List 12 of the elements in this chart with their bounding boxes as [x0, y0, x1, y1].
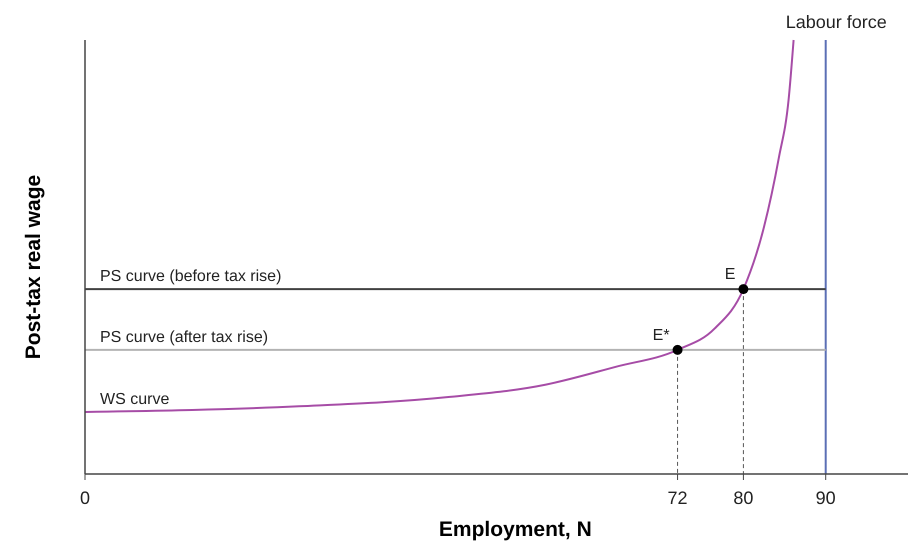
- y-axis-title: Post-tax real wage: [22, 174, 45, 360]
- series-label: PS curve (before tax rise): [100, 268, 282, 286]
- x-tick-label: 72: [668, 488, 688, 508]
- x-tick-label: 80: [733, 488, 754, 508]
- series-label: WS curve: [100, 390, 170, 408]
- x-tick-label: 90: [816, 488, 836, 508]
- x-axis-title: Employment, N: [438, 518, 592, 541]
- ref-line-label: Labour force: [786, 12, 887, 32]
- x-tick-label: 0: [80, 488, 90, 508]
- series-label: PS curve (after tax rise): [100, 328, 268, 346]
- annotation: E*: [652, 326, 670, 344]
- annotation: E: [724, 266, 736, 284]
